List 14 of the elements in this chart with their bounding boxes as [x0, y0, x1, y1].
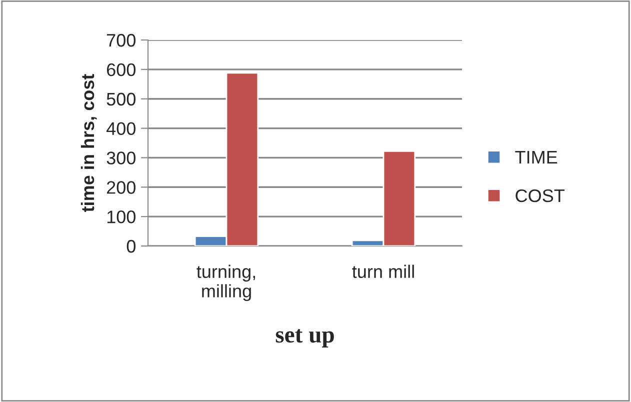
y-tick-label: 500 [106, 92, 136, 106]
x-tick-label: turning, milling [196, 264, 255, 302]
y-tick-label: 200 [106, 181, 136, 194]
y-tick-label: 700 [107, 34, 136, 47]
legend-label: COST [516, 189, 564, 202]
y-tick-label: 300 [106, 152, 136, 164]
legend-label: TIME [515, 151, 558, 164]
x-axis-title: set up [276, 329, 334, 348]
y-tick-label: 400 [106, 122, 136, 136]
y-axis-title: time in hrs, cost [80, 74, 97, 212]
y-tick-label: 100 [107, 210, 136, 224]
y-tick-label: 0 [126, 240, 136, 253]
y-tick-label: 600 [106, 63, 136, 76]
x-tick-label: turn mill [352, 264, 414, 278]
